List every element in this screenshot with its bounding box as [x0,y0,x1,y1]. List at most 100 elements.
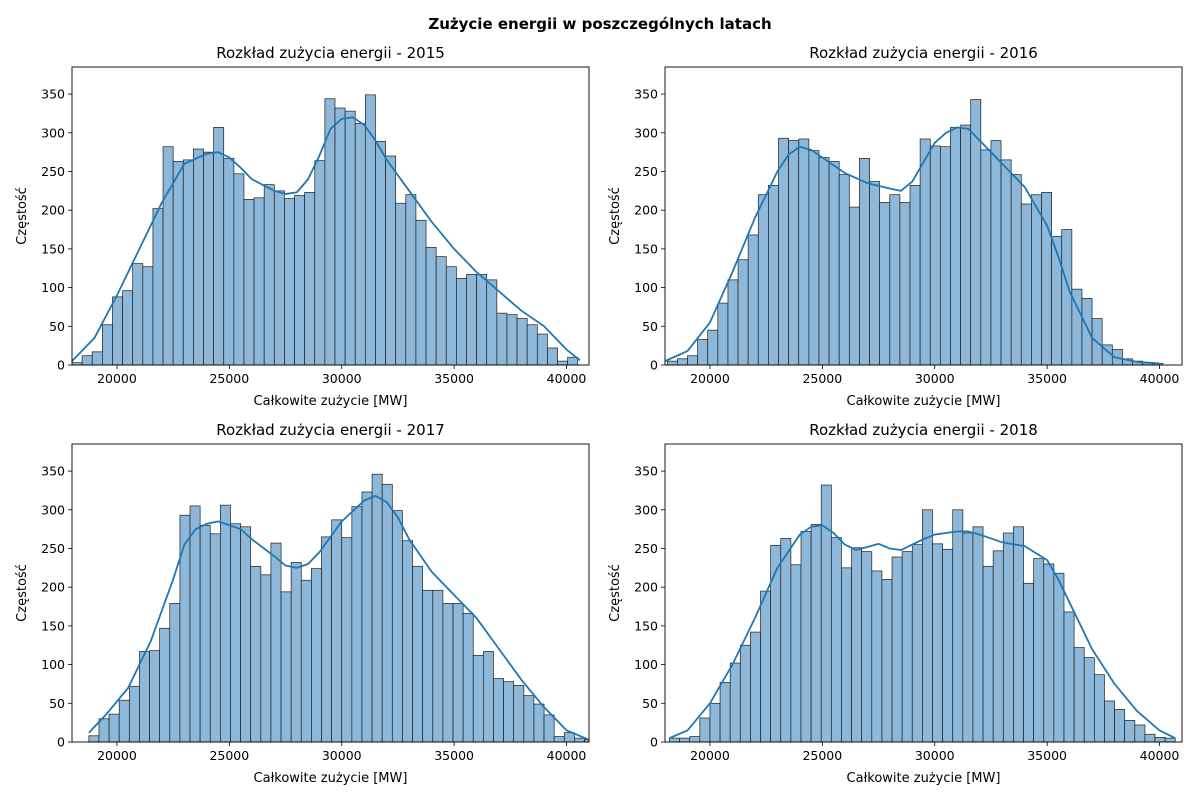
y-tick-label: 50 [642,319,658,334]
histogram-bar [950,127,961,366]
histogram-bar [1063,611,1075,743]
histogram-bar [909,185,921,366]
histogram-bar [1124,719,1136,743]
x-ticks-2017: 20000 25000 30000 35000 40000 [97,742,586,763]
axes-frame-2018 [664,443,1183,743]
histogram-bar [1083,657,1095,743]
histogram-bar [861,551,873,743]
histogram-bar [557,360,569,366]
histogram-bar [689,736,701,743]
histogram-bar [679,737,691,743]
histogram-bar [493,678,504,743]
histogram-bar [563,732,575,743]
y-tick-label: 300 [41,502,65,517]
histogram-bar [230,523,241,743]
histogram-bar [533,703,545,743]
histogram-bar [962,532,974,743]
histogram-bar [381,483,393,743]
histogram-bar [972,526,984,743]
histogram-bar [719,682,731,743]
x-ticks-2015: 20000 25000 30000 35000 40000 [97,365,586,386]
histogram-bar [415,219,427,366]
x-tick-label: 25000 [209,748,249,763]
histogram-bar [223,157,235,366]
y-tick-label: 150 [634,618,658,633]
subplot-2018: 20000 25000 30000 35000 40000 0 50 100 150 200 25… [608,421,1183,786]
histogram-bar [757,194,769,366]
histogram-bar [300,579,312,743]
histogram-bar [341,537,353,743]
histogram-bar [351,506,363,743]
histogram-bar [1144,733,1156,743]
y-tick-label: 200 [41,203,65,218]
histogram-bar [841,567,852,743]
histogram-bar [553,736,565,743]
histogram-bar [1053,572,1065,743]
histogram-bar [466,274,477,366]
histogram-bar [476,274,488,366]
histogram-bar [778,137,789,366]
histogram-bar [193,148,204,366]
x-ticks-2018: 20000 25000 30000 35000 40000 [690,742,1179,763]
histogram-bar [1061,229,1073,366]
y-axis-label-2015: Częstość [15,187,30,245]
subplot-2017: 20000 25000 30000 35000 40000 0 50 100 150 200 25… [15,421,590,786]
histogram-bar [250,565,262,743]
y-ticks-2018: 0 50 100 150 200 250 300 350 [634,464,665,750]
histogram-bar [108,713,120,743]
subplot-title-2018: Rozkład zużycia energii - 2018 [809,421,1038,439]
histogram-bar [747,234,759,366]
x-ticks-2016: 20000 25000 30000 35000 40000 [690,365,1179,386]
histogram-bar [1031,194,1042,366]
histogram-bar [375,140,386,366]
y-tick-label: 300 [41,125,65,140]
histogram-bar [859,157,870,366]
x-tick-label: 40000 [547,371,587,386]
axes-frame-2017 [71,443,590,743]
x-tick-label: 35000 [434,371,474,386]
x-axis-label-2018: Całkowite zużycie [MW] [847,771,1001,786]
x-tick-label: 40000 [547,748,587,763]
y-tick-label: 250 [634,164,658,179]
histogram-bar [402,540,413,743]
histogram-bar [992,550,1004,743]
histogram-bar [901,551,913,743]
histogram-bar [199,524,211,743]
histogram-bar [677,358,688,366]
histogram-bar [513,685,525,743]
histogram-bar [209,533,221,743]
x-tick-label: 30000 [915,748,955,763]
histogram-bar [838,174,850,366]
y-tick-label: 50 [49,696,65,711]
histogram-bar [412,565,424,743]
histogram-bar [253,197,265,366]
histogram-bar [149,650,161,743]
histogram-bar [503,681,515,743]
histogram-bar [818,157,830,366]
histogram-bar [1134,724,1146,743]
histogram-bar [891,556,903,743]
x-tick-label: 25000 [802,748,842,763]
histogram-bar [729,662,741,743]
histogram-bar [294,195,305,366]
y-tick-label: 350 [41,464,65,479]
histogram-bar [770,545,782,743]
histogram-bar [220,504,231,743]
x-tick-label: 25000 [802,371,842,386]
histogram-bar [922,509,933,743]
histogram-bar [385,155,397,366]
y-tick-label: 250 [41,164,65,179]
y-axis-label-2017: Częstość [15,564,30,622]
histogram-bar [172,161,184,366]
axes-frame-2016 [664,66,1183,366]
histogram-bar [344,110,356,366]
histogram-bar [851,547,863,743]
y-tick-label: 150 [634,241,658,256]
y-tick-label: 0 [650,735,658,750]
histogram-bar [395,202,407,366]
histogram-bar [280,591,292,743]
histogram-bar [750,631,761,743]
x-tick-label: 25000 [209,371,249,386]
histogram-bar [940,146,951,366]
histogram-bar [536,333,548,366]
